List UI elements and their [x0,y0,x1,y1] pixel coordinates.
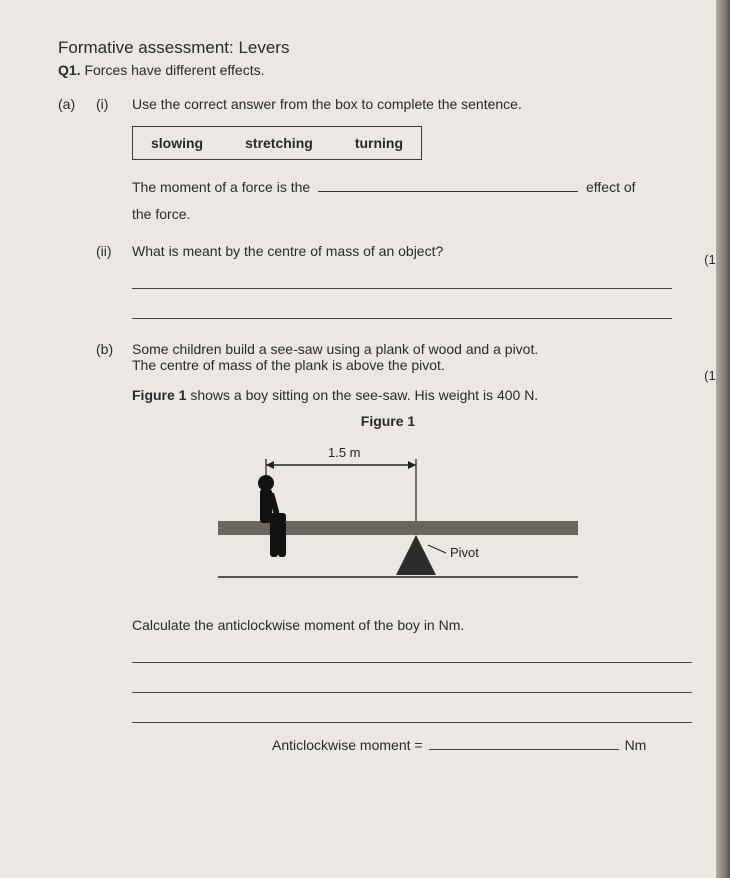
fill-sentence: The moment of a force is the effect of t… [132,174,680,227]
answer-blank[interactable] [429,749,619,750]
working-line[interactable] [132,701,692,723]
sentence-pre: The moment of a force is the [132,179,310,195]
spacer [58,243,96,259]
working-line[interactable] [132,671,692,693]
answer-unit: Nm [625,737,647,753]
word-box: slowing stretching turning [132,126,422,160]
figure-intro-post: shows a boy sitting on the see-saw. His … [186,387,538,403]
part-a-ii-prompt: What is meant by the centre of mass of a… [132,243,680,259]
answer-line[interactable] [132,299,672,319]
working-line[interactable] [132,641,692,663]
figure-1-seesaw: 1.5 m Pivot [178,435,598,605]
pivot-triangle [396,535,436,575]
figure-caption: Figure 1 [96,413,680,429]
part-b-line1: Some children build a see-saw using a pl… [132,341,538,357]
option-stretching: stretching [245,135,313,151]
fill-blank[interactable] [318,191,578,192]
part-a-label: (a) [58,96,96,112]
part-b-text: Some children build a see-saw using a pl… [132,341,538,373]
final-answer-row: Anticlockwise moment = Nm [132,737,680,753]
answer-line[interactable] [132,269,672,289]
part-b-line2: The centre of mass of the plank is above… [132,357,445,373]
worksheet-title: Formative assessment: Levers [58,38,680,58]
part-b-label: (b) [96,341,132,373]
calc-prompt: Calculate the anticlockwise moment of th… [132,617,680,633]
sentence-post: effect of [586,179,636,195]
question-number: Q1. [58,62,81,78]
part-a-i-label: (i) [96,96,132,112]
page-binding-edge [716,0,730,878]
pivot-label: Pivot [450,545,479,560]
boy-silhouette [258,475,286,557]
distance-label: 1.5 m [328,445,361,460]
question-heading: Q1. Forces have different effects. [58,62,680,78]
part-a-i-prompt: Use the correct answer from the box to c… [132,96,680,112]
figure-intro: Figure 1 shows a boy sitting on the see-… [132,387,680,403]
part-a-ii-label: (ii) [96,243,132,259]
answer-label: Anticlockwise moment = [272,737,423,753]
option-slowing: slowing [151,135,203,151]
option-turning: turning [355,135,403,151]
figure-ref: Figure 1 [132,387,186,403]
question-intro: Forces have different effects. [84,62,264,78]
sentence-line2: the force. [132,206,190,222]
